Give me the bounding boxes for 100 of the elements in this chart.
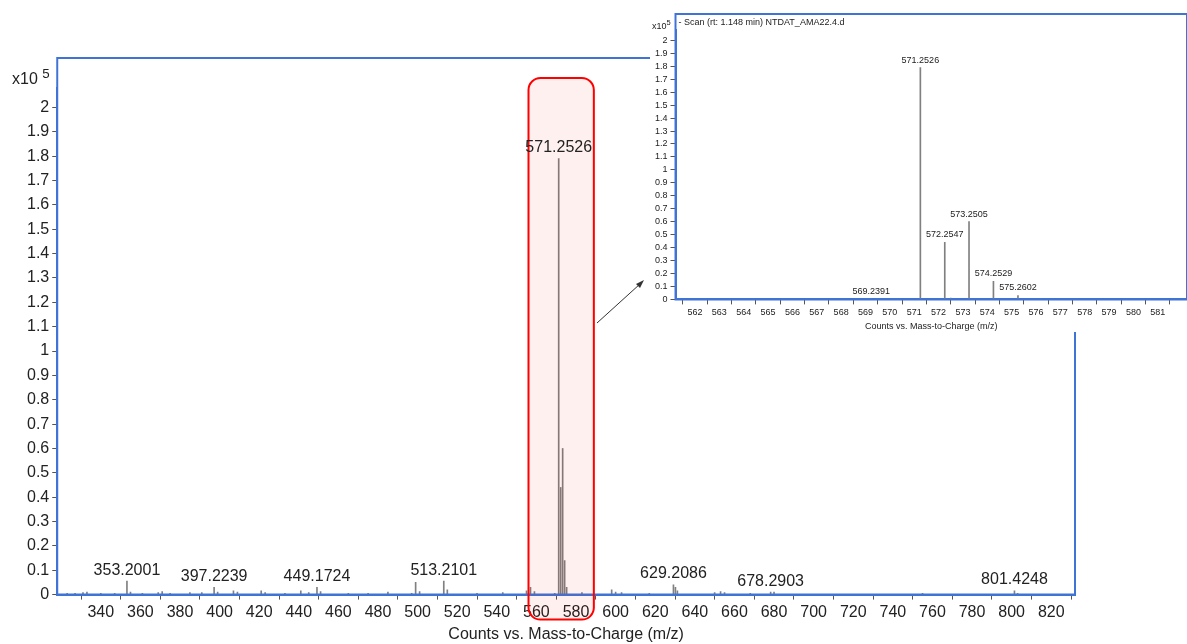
y-tick-label: 1 <box>40 341 50 359</box>
annotation: 571.2526 <box>901 54 940 65</box>
x-tick-label: 564 <box>736 307 752 318</box>
y-tick-label: 1.3 <box>26 268 50 286</box>
x-tick-label: 574 <box>979 307 995 318</box>
x-tick-label: 566 <box>784 307 800 318</box>
y-tick-label: 1.5 <box>26 219 50 237</box>
y-tick-label: 0 <box>40 585 50 603</box>
x-tick-label: 580 <box>562 602 590 620</box>
x-tick-label: 380 <box>166 602 194 620</box>
y-tick-label: 1.1 <box>26 317 50 335</box>
x-tick-label: 540 <box>483 602 511 620</box>
y-tick-label: 0.2 <box>26 536 50 554</box>
x-tick-label: 820 <box>1037 602 1065 620</box>
y-tick-label: 0.9 <box>26 365 50 383</box>
y-tick-label: 1.8 <box>26 146 50 164</box>
x-tick-label: 760 <box>919 602 946 620</box>
x-tick-label: 565 <box>760 307 776 318</box>
x-tick-label: 780 <box>958 602 986 620</box>
x-tick-label: 571 <box>906 307 922 318</box>
y-tick-label: 1.7 <box>26 170 50 188</box>
x-tick-label: 581 <box>1150 307 1166 318</box>
x-tick-label: 577 <box>1052 307 1068 318</box>
annotation: 629.2086 <box>640 564 707 582</box>
annotation: 801.4248 <box>981 570 1048 588</box>
y-tick-label: 1.6 <box>26 195 50 213</box>
annotation: 575.2602 <box>999 282 1037 293</box>
y-tick-label: 1.1 <box>655 151 668 162</box>
y-tick-label: 0.8 <box>655 190 668 201</box>
y-tick-label: 1.4 <box>26 244 50 262</box>
x-tick-label: 740 <box>879 602 907 620</box>
y-axis-title: x10 $^{5}$ <box>12 66 50 89</box>
x-tick-label: 575 <box>1004 307 1020 318</box>
x-tick-label: 563 <box>711 307 727 318</box>
y-tick-label: 1.7 <box>655 73 668 84</box>
annotation: 397.2239 <box>180 566 248 584</box>
y-tick-label: 1.9 <box>26 122 50 140</box>
x-tick-label: 640 <box>681 602 709 620</box>
y-tick-label: 2 <box>40 97 50 115</box>
x-tick-label: 570 <box>882 307 898 318</box>
x-tick-label: 720 <box>839 602 867 620</box>
x-axis-title: Counts vs. Mass-to-Charge (m/z) <box>448 624 684 642</box>
y-tick-label: 0.2 <box>655 267 668 278</box>
annotation: 574.2529 <box>974 268 1013 279</box>
y-tick-label: 0.3 <box>26 511 50 529</box>
annotation: 513.2101 <box>410 560 478 578</box>
x-tick-label: 400 <box>206 602 234 620</box>
y-tick-label: 1.6 <box>655 86 668 97</box>
y-tick-label: 0.3 <box>655 255 668 266</box>
x-tick-label: 500 <box>404 602 432 620</box>
x-tick-label: 440 <box>285 602 313 620</box>
x-tick-label: 520 <box>443 602 471 620</box>
x-tick-label: 578 <box>1077 307 1093 318</box>
y-tick-label: 0.1 <box>26 560 50 578</box>
y-tick-label: 0.5 <box>655 229 668 240</box>
x-axis-title: Counts vs. Mass-to-Charge (m/z) <box>864 321 998 332</box>
x-tick-label: 562 <box>687 307 703 318</box>
y-tick-label: 0.5 <box>26 463 50 481</box>
x-tick-label: 620 <box>641 602 669 620</box>
chart-title: - Scan (rt: 1.148 min) NTDAT_AMA22.4.d <box>678 16 845 27</box>
y-tick-label: 0 <box>662 293 668 304</box>
y-tick-label: 0.9 <box>655 177 668 188</box>
y-tick-label: 0.1 <box>655 280 668 291</box>
x-tick-label: 480 <box>364 602 392 620</box>
y-tick-label: 0.6 <box>26 438 50 456</box>
x-tick-label: 568 <box>833 307 849 318</box>
y-tick-label: 0.7 <box>26 414 50 432</box>
y-tick-label: 1.3 <box>655 125 668 136</box>
y-tick-label: 1.8 <box>655 60 668 71</box>
annotation: 573.2505 <box>950 208 988 219</box>
annotation: 572.2547 <box>925 229 964 240</box>
y-axis-title: x10$^{5}$ <box>652 18 671 31</box>
x-tick-label: 800 <box>998 602 1026 620</box>
y-tick-label: 0.4 <box>655 242 668 253</box>
x-tick-label: 569 <box>857 307 874 318</box>
annotation: 678.2903 <box>737 571 805 589</box>
y-tick-label: 0.7 <box>655 203 668 214</box>
x-tick-label: 340 <box>87 602 115 620</box>
y-tick-label: 1.2 <box>655 138 668 149</box>
y-tick-label: 1.2 <box>26 292 50 310</box>
x-tick-label: 572 <box>931 307 947 318</box>
y-tick-label: 1.5 <box>655 99 668 110</box>
x-tick-label: 576 <box>1028 307 1044 318</box>
x-tick-label: 360 <box>127 602 154 620</box>
x-tick-label: 567 <box>809 307 825 318</box>
x-tick-label: 600 <box>602 602 630 620</box>
x-tick-label: 660 <box>721 602 748 620</box>
annotation: 569.2391 <box>852 285 891 296</box>
y-tick-label: 0.8 <box>26 390 50 408</box>
x-tick-label: 420 <box>245 602 273 620</box>
y-tick-label: 2 <box>662 34 668 45</box>
y-tick-label: 0.6 <box>655 216 668 227</box>
x-tick-label: 680 <box>760 602 788 620</box>
y-tick-label: 1.9 <box>655 47 668 58</box>
x-tick-label: 700 <box>800 602 828 620</box>
y-tick-label: 0.4 <box>26 487 50 505</box>
y-tick-label: 1.4 <box>655 112 668 123</box>
x-tick-label: 573 <box>955 307 971 318</box>
x-tick-label: 580 <box>1125 307 1141 318</box>
x-tick-label: 460 <box>325 602 352 620</box>
